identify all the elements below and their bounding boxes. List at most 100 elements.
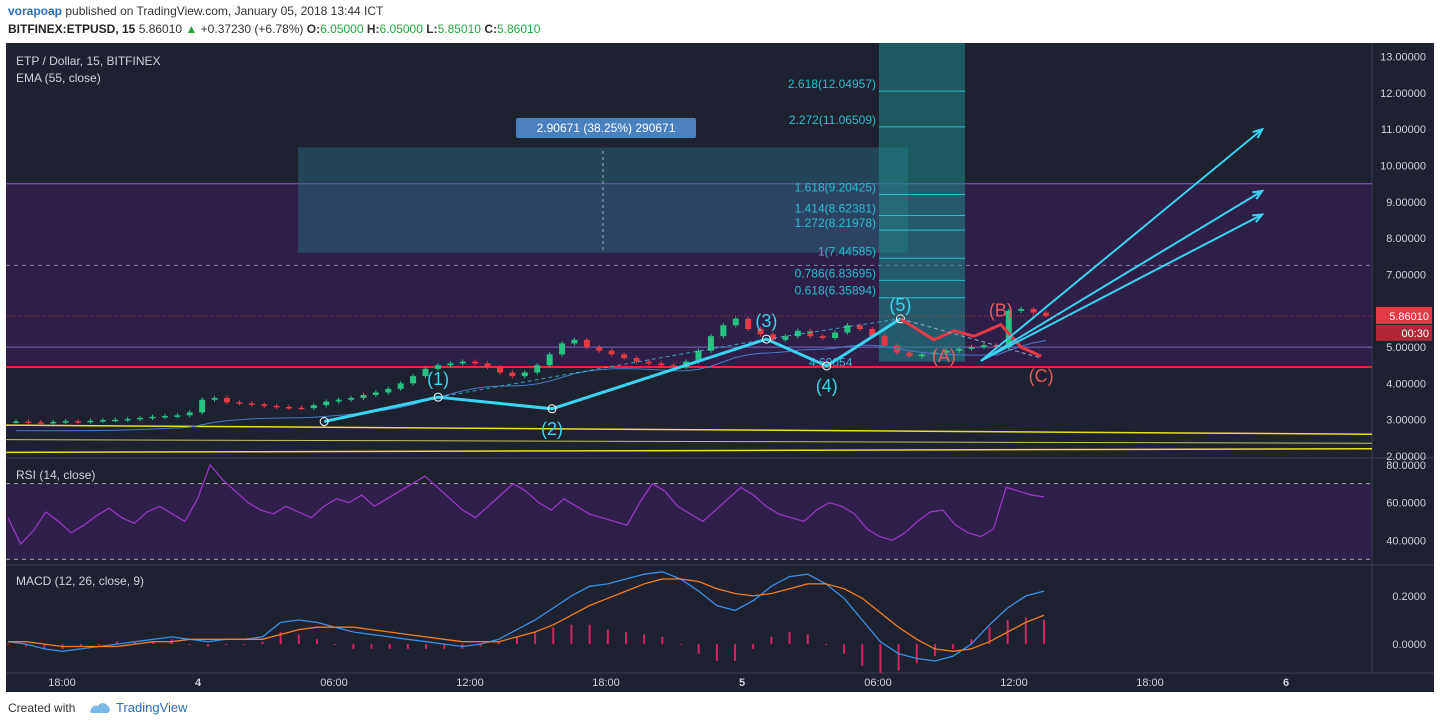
rsi-tick-label: 80.0000 xyxy=(1386,460,1426,472)
candle-body xyxy=(956,348,963,351)
macd-histogram-bar xyxy=(315,639,318,645)
macd-histogram-bar xyxy=(570,624,573,645)
candle-body xyxy=(943,350,950,353)
candle-body xyxy=(459,361,466,364)
rsi-tick-label: 60.0000 xyxy=(1386,498,1426,510)
tradingview-logo-icon xyxy=(90,703,110,713)
fib-level-label: 2.272(11.06509) xyxy=(789,113,876,127)
author-link[interactable]: vorapoap xyxy=(8,4,63,18)
macd-histogram-bar xyxy=(897,644,900,671)
macd-histogram-bar xyxy=(843,644,846,654)
wave-label: (2) xyxy=(541,419,563,439)
low-label: L: xyxy=(426,22,438,36)
change-value: +0.37230 (+6.78%) xyxy=(200,22,304,36)
candle-body xyxy=(75,421,82,423)
candle-body xyxy=(869,328,876,337)
candle-body xyxy=(273,405,280,408)
last-price-label: 5.86010 xyxy=(1389,311,1429,323)
tradingview-brand-link[interactable]: TradingView xyxy=(116,700,188,715)
projection-arrow xyxy=(980,213,1263,362)
candle-body xyxy=(410,376,417,384)
candle-body xyxy=(335,399,342,402)
macd-histogram-bar xyxy=(25,644,28,647)
macd-histogram-bar xyxy=(588,624,591,645)
symbol-label: BITFINEX:ETPUSD, 15 xyxy=(8,22,136,36)
fib-level-label: 0.786(6.83695) xyxy=(795,266,876,280)
candle-body xyxy=(633,357,640,362)
candle-body xyxy=(745,318,752,329)
projection-arrow-head xyxy=(1252,127,1265,139)
macd-histogram-bar xyxy=(970,639,973,645)
high-value: 6.05000 xyxy=(379,22,423,36)
macd-histogram-bar xyxy=(697,644,700,654)
macd-histogram-bar xyxy=(952,644,955,649)
channel-dashed-line xyxy=(766,318,901,340)
ema-indicator-label: EMA (55, close) xyxy=(16,71,101,85)
price-tick-label: 4.00000 xyxy=(1386,378,1426,390)
candle-body xyxy=(385,388,392,393)
price-tick-label: 12.00000 xyxy=(1380,88,1426,100)
low-value: 5.85010 xyxy=(437,22,481,36)
ema-line xyxy=(15,340,1047,432)
macd-histogram-bar xyxy=(552,627,555,645)
publish-info: vorapoap published on TradingView.com, J… xyxy=(8,4,383,18)
candle-body xyxy=(211,397,218,400)
macd-histogram-bar xyxy=(370,644,373,649)
candle-body xyxy=(1005,310,1012,348)
macd-histogram-bar xyxy=(479,644,482,647)
candle-body xyxy=(236,402,243,404)
candle-body xyxy=(794,330,801,337)
macd-signal-line xyxy=(8,578,1045,652)
trend-line-yellow xyxy=(6,439,1373,444)
fib-level-label: 1.272(8.21978) xyxy=(795,216,876,230)
candle-body xyxy=(161,416,168,418)
time-tick-label: 12:00 xyxy=(456,677,484,689)
high-label: H: xyxy=(366,22,380,36)
macd-histogram-bar xyxy=(643,634,646,645)
macd-histogram-bar xyxy=(715,644,718,661)
projection-arrow xyxy=(980,190,1263,362)
countdown-label: 00:30 xyxy=(1401,328,1429,340)
time-tick-label: 12:00 xyxy=(1000,677,1028,689)
candle-body xyxy=(223,397,230,403)
wave-label: (3) xyxy=(755,311,777,331)
macd-histogram-bar xyxy=(770,636,773,645)
projection-arrow-head xyxy=(1252,189,1265,200)
macd-histogram-bar xyxy=(824,644,827,646)
macd-histogram-bar xyxy=(679,644,682,646)
candle-body xyxy=(447,363,454,366)
macd-tick-label: 0.0000 xyxy=(1392,639,1426,651)
chart-svg[interactable]: 0.618(6.35894) 0.786(6.83695) 1(7.44585) 1.… xyxy=(6,43,1434,692)
candle-body xyxy=(559,343,566,355)
candle-body xyxy=(534,365,541,373)
candle-body xyxy=(62,421,69,423)
time-tick-label: 06:00 xyxy=(320,677,348,689)
chart-area[interactable]: 0.618(6.35894) 0.786(6.83695) 1(7.44585) 1.… xyxy=(6,43,1434,692)
time-tick-label: 4 xyxy=(195,677,202,689)
last-price-tag xyxy=(1376,306,1432,324)
candle-body xyxy=(87,420,94,423)
candle-body xyxy=(968,347,975,349)
wave-point xyxy=(433,392,443,402)
macd-histogram-bar xyxy=(43,644,46,649)
measure-label-box xyxy=(516,118,696,138)
candle-body xyxy=(918,354,925,357)
candle-body xyxy=(807,330,814,337)
candle-body xyxy=(199,399,206,413)
price-tick-label: 11.00000 xyxy=(1381,124,1426,136)
candle-body xyxy=(149,416,156,419)
macd-histogram-bar xyxy=(915,644,918,664)
candle-body xyxy=(137,417,144,420)
close-value: 5.86010 xyxy=(496,22,541,36)
time-tick-label: 06:00 xyxy=(864,677,892,689)
wave-point xyxy=(822,361,832,371)
candle-body xyxy=(720,325,727,337)
candle-body xyxy=(174,415,181,417)
macd-histogram-bar xyxy=(352,644,355,649)
candle-body xyxy=(1030,308,1037,313)
macd-histogram-bar xyxy=(1024,617,1027,645)
rsi-line xyxy=(7,463,1045,546)
change-arrow-icon: ▲ xyxy=(185,22,198,36)
candle-body xyxy=(186,412,193,416)
candle-body xyxy=(832,332,839,339)
